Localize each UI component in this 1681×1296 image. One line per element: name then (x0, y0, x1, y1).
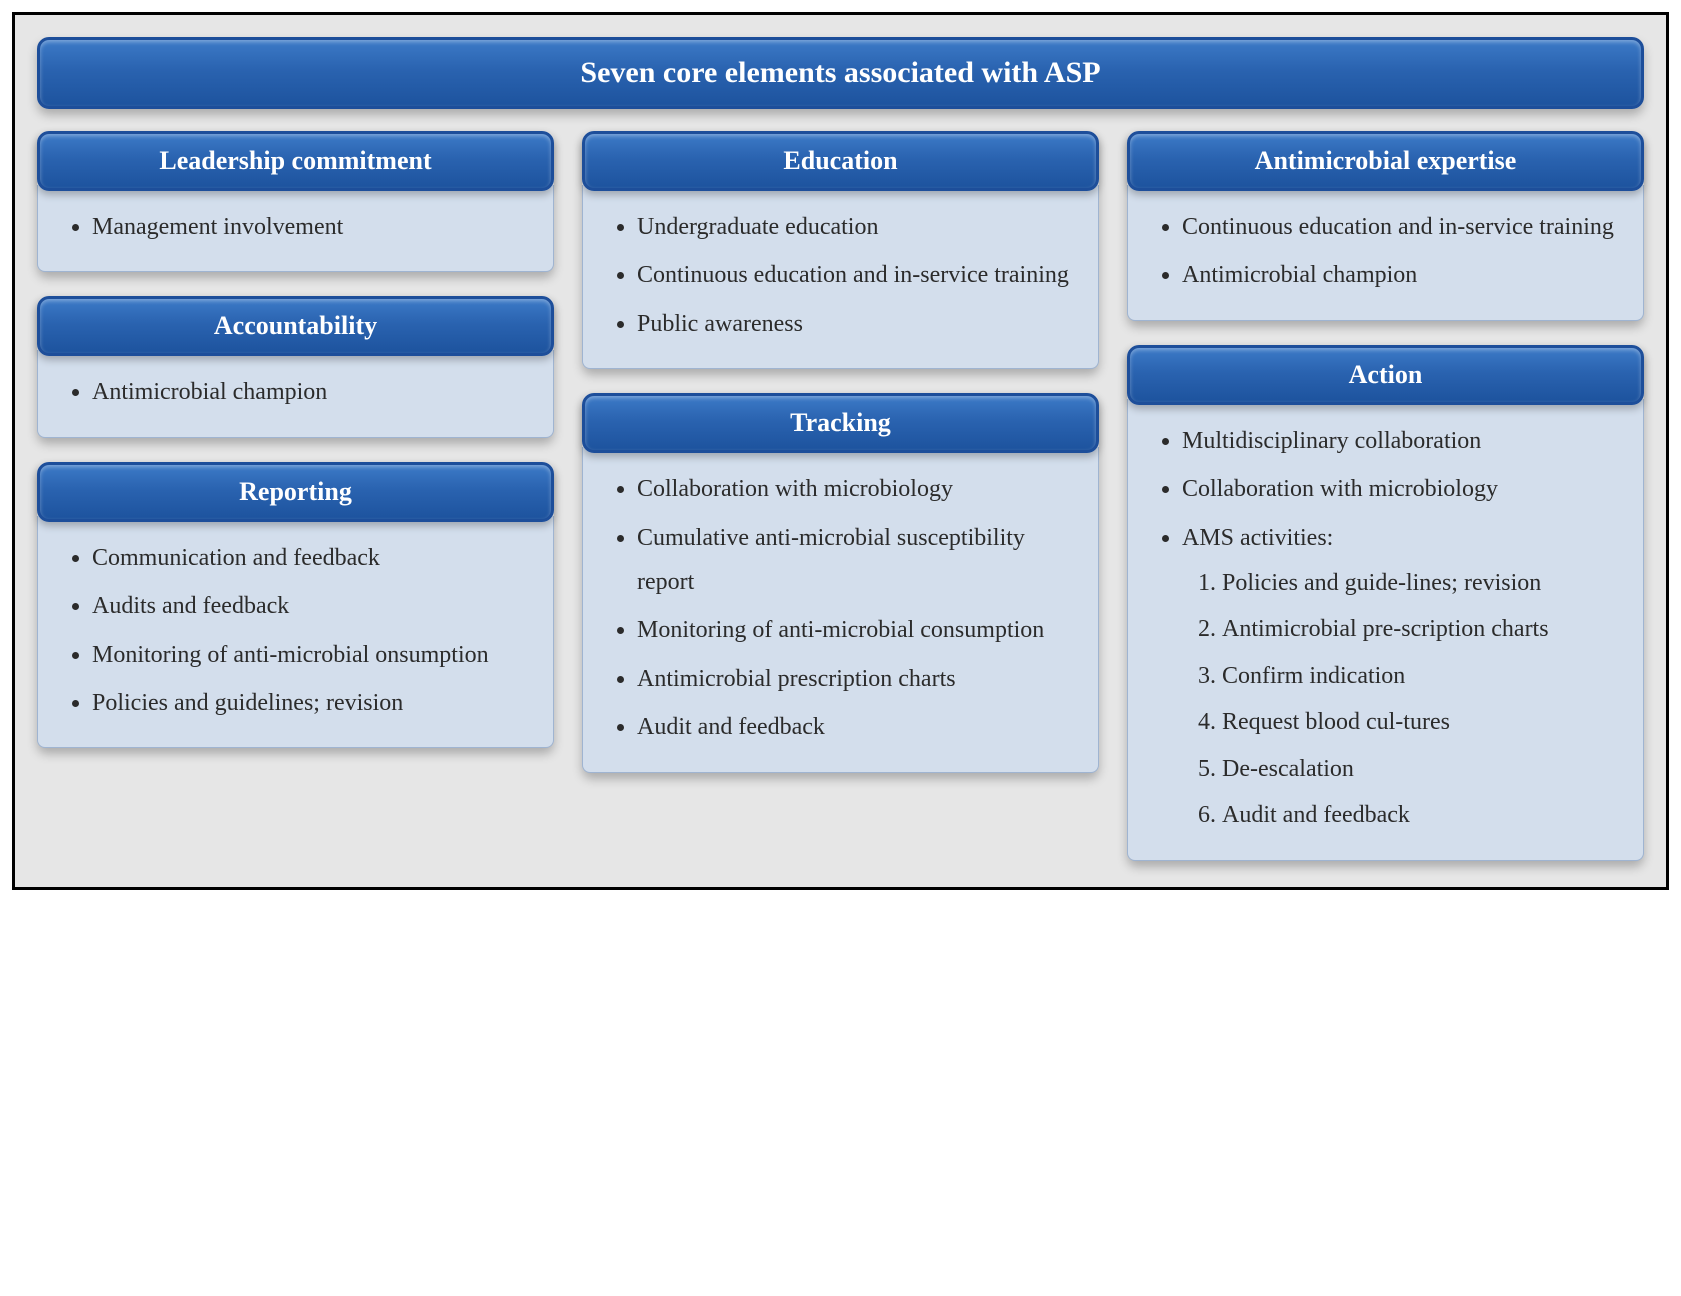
list-item: Continuous education and in-service trai… (637, 251, 1076, 299)
card-body: Collaboration with microbiology Cumulati… (582, 447, 1099, 772)
sub-item: Confirm indication (1222, 653, 1621, 699)
nested-label: AMS activities: (1182, 516, 1621, 560)
sub-item: Policies and guide-lines; revision (1222, 560, 1621, 606)
card-reporting: Reporting Communication and feedback Aud… (37, 462, 554, 749)
list-item: Antimicrobial champion (1182, 251, 1621, 299)
columns-container: Leadership commitment Management involve… (37, 131, 1644, 861)
list-item: Continuous education and in-service trai… (1182, 203, 1621, 251)
list-item: Multidisciplinary collaboration (1182, 417, 1621, 465)
sub-item: De-escalation (1222, 746, 1621, 792)
ordered-sublist: Policies and guide-lines; revision Antim… (1182, 560, 1621, 838)
column-1: Education Undergraduate education Contin… (582, 131, 1099, 773)
card-antimicrobial-expertise: Antimicrobial expertise Continuous educa… (1127, 131, 1644, 321)
card-title: Tracking (582, 393, 1099, 453)
card-body: Multidisciplinary collaboration Collabor… (1127, 399, 1644, 862)
main-title-banner: Seven core elements associated with ASP (37, 37, 1644, 109)
list-item: Public awareness (637, 300, 1076, 348)
sub-item: Audit and feedback (1222, 792, 1621, 838)
card-body: Management involvement (37, 185, 554, 272)
card-title: Accountability (37, 296, 554, 356)
column-0: Leadership commitment Management involve… (37, 131, 554, 748)
card-title: Action (1127, 345, 1644, 405)
list-item: Antimicrobial champion (92, 368, 531, 416)
list-item: Collaboration with microbiology (637, 465, 1076, 513)
list-item-nested: AMS activities: Policies and guide-lines… (1182, 514, 1621, 841)
card-tracking: Tracking Collaboration with microbiology… (582, 393, 1099, 772)
card-action: Action Multidisciplinary collaboration C… (1127, 345, 1644, 862)
card-title: Leadership commitment (37, 131, 554, 191)
card-title: Reporting (37, 462, 554, 522)
list-item: Undergraduate education (637, 203, 1076, 251)
card-body: Communication and feedback Audits and fe… (37, 516, 554, 749)
card-accountability: Accountability Antimicrobial champion (37, 296, 554, 437)
list-item: Audits and feedback (92, 582, 531, 630)
list-item: Antimicrobial prescription charts (637, 655, 1076, 703)
card-body: Antimicrobial champion (37, 350, 554, 437)
sub-item: Request blood cul-tures (1222, 699, 1621, 745)
infographic-frame: Seven core elements associated with ASP … (12, 12, 1669, 890)
list-item: Policies and guidelines; revision (92, 679, 531, 727)
card-body: Undergraduate education Continuous educa… (582, 185, 1099, 369)
card-leadership-commitment: Leadership commitment Management involve… (37, 131, 554, 272)
column-2: Antimicrobial expertise Continuous educa… (1127, 131, 1644, 861)
list-item: Communication and feedback (92, 534, 531, 582)
list-item: Audit and feedback (637, 703, 1076, 751)
card-title: Education (582, 131, 1099, 191)
card-title: Antimicrobial expertise (1127, 131, 1644, 191)
list-item: Collaboration with microbiology (1182, 465, 1621, 513)
list-item: Management involvement (92, 203, 531, 251)
card-education: Education Undergraduate education Contin… (582, 131, 1099, 369)
card-body: Continuous education and in-service trai… (1127, 185, 1644, 321)
list-item: Cumulative anti-microbial susceptibility… (637, 514, 1076, 607)
list-item: Monitoring of anti-microbial onsumption (92, 631, 531, 679)
list-item: Monitoring of anti-microbial consumption (637, 606, 1076, 654)
sub-item: Antimicrobial pre-scription charts (1222, 606, 1621, 652)
